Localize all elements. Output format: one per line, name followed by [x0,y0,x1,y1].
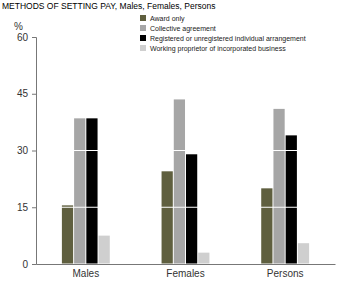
legend-label: Award only [150,15,185,23]
y-tick: 0 [22,259,36,270]
bars [62,99,309,264]
bar [99,236,110,264]
grid-line [36,264,335,265]
x-axis-line [37,264,336,265]
grid-line [36,150,335,151]
legend-item: Collective agreement [140,25,216,33]
x-axis: Males Females Persons [37,264,336,279]
y-tick-label: 45 [17,88,29,99]
chart: METHODS OF SETTING PAY, Males, Females, … [0,0,340,283]
bar [273,109,284,264]
bar [261,188,272,264]
y-tick-label: 15 [17,202,29,213]
legend: Award only Collective agreement Registered… [140,15,306,53]
y-tick-mark [32,151,36,152]
bar [286,135,297,264]
bar [162,171,173,264]
plot: 0 15 30 45 60 Males Females Persons [17,32,336,279]
bar [62,205,73,264]
x-tick-label: Persons [267,268,304,279]
x-tick: Persons [267,264,304,279]
bar [74,118,85,264]
legend-item: Registered or unregistered individual ar… [140,35,306,43]
legend-label: Registered or unregistered individual ar… [150,35,306,43]
y-label: % [14,21,23,32]
y-tick-label: 0 [22,259,28,270]
y-tick: 60 [17,32,36,43]
bar [298,243,309,264]
grid-line [36,93,335,94]
bar [174,99,185,264]
y-tick-mark [32,207,36,208]
y-axis-line [32,38,37,265]
legend-swatch [140,35,146,41]
y-tick: 45 [17,88,36,99]
y-tick-label: 30 [17,145,29,156]
y-tick-mark [32,264,36,265]
bar [198,253,209,264]
legend-label: Collective agreement [150,25,216,33]
y-tick: 15 [17,202,36,213]
legend-swatch [140,45,146,51]
x-tick-label: Females [166,268,204,279]
legend-item: Working proprietor of incorporated busin… [140,45,286,53]
bar [86,118,97,264]
y-axis: 0 15 30 45 60 [17,32,37,270]
x-tick: Females [166,264,204,279]
bar [186,154,197,264]
x-tick-label: Males [72,268,99,279]
legend-label: Working proprietor of incorporated busin… [150,45,286,53]
grid [36,37,335,264]
y-tick: 30 [17,145,36,156]
y-tick-mark [32,94,36,95]
legend-swatch [140,15,146,21]
title: METHODS OF SETTING PAY, Males, Females, … [2,1,216,11]
legend-swatch [140,25,146,31]
x-tick: Males [72,264,99,279]
y-tick-mark [32,37,36,38]
grid-line [36,207,335,208]
legend-item: Award only [140,15,185,23]
y-tick-label: 60 [17,32,29,43]
